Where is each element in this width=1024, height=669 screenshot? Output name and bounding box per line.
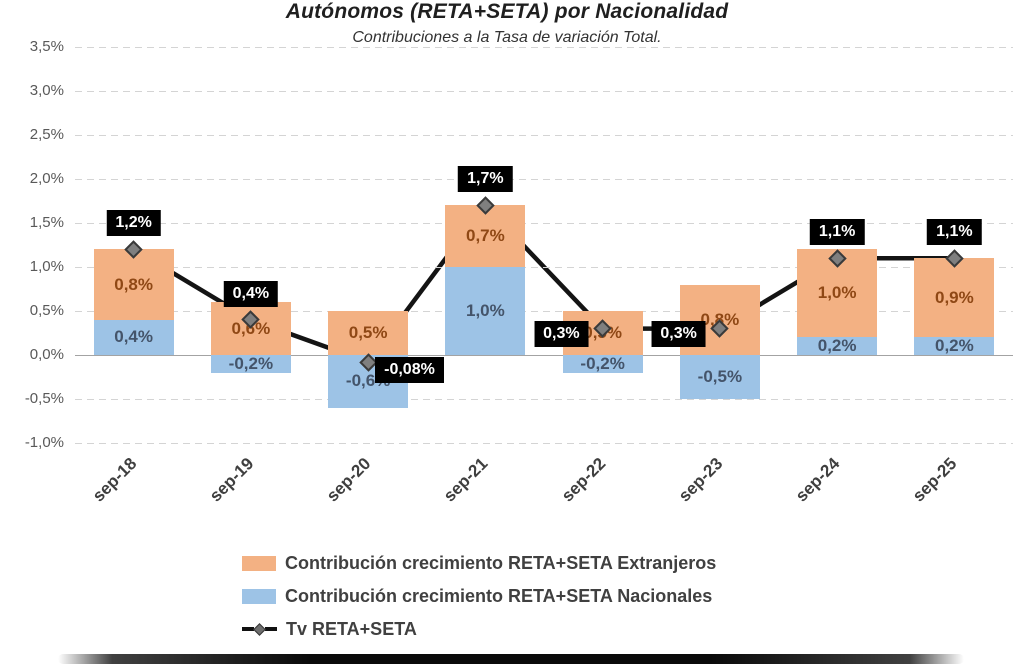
bar-extranjeros-value-label: 1,0% [817,283,857,303]
bar-nacionales-value-label: -0,5% [697,367,743,386]
gridline [75,178,1013,180]
y-tick-label: 3,5% [29,38,64,55]
x-tick-label: sep-23 [674,453,727,506]
tv-value-label: 1,2% [106,210,161,237]
legend-item-tv: Tv RETA+SETA [242,617,716,641]
tv-line-symbol-icon [242,622,280,636]
y-tick-label: 0,0% [29,346,64,363]
bottom-border-bar [58,654,964,664]
bar-nacionales-value-label: -0,2% [580,353,625,373]
gridline [75,222,1013,224]
y-tick-label: 1,5% [29,214,64,231]
tv-value-label: 1,1% [927,219,982,246]
bar-extranjeros-value-label: 0,7% [466,226,505,246]
legend-label-nacionales: Contribución crecimiento RETA+SETA Nacio… [285,585,713,606]
bar-extranjeros-value-label: 0,5% [348,323,388,342]
y-tick-label: 0,5% [29,302,64,319]
legend-label-tv: Tv RETA+SETA [286,618,417,639]
tv-value-label: 1,1% [809,219,865,246]
gridline [75,90,1013,92]
tv-value-label: 1,7% [458,166,513,193]
x-tick-label: sep-19 [205,453,258,506]
tv-value-label: 0,4% [223,280,279,307]
bar-nacionales-value-label: 0,2% [817,336,857,356]
bar-nacionales [210,355,291,373]
bar-nacionales [445,267,526,355]
y-tick-label: -0,5% [24,390,64,407]
tv-value-label: 0,3% [651,320,706,347]
x-tick-label: sep-22 [557,453,609,506]
gridline [75,134,1013,136]
bar-nacionales [93,319,174,355]
bar-nacionales-value-label: 1,0% [466,301,505,320]
chart-title: Autónomos (RETA+SETA) por Nacionalidad [285,0,729,23]
legend-label-extranjeros: Contribución crecimiento RETA+SETA Extra… [285,552,717,573]
bar-nacionales-value-label: 0,4% [114,327,153,347]
bar-nacionales [797,337,878,355]
bar-nacionales-value-label: -0,2% [228,353,274,373]
gridline [75,46,1013,48]
tv-value-label: -0,08% [375,357,444,384]
x-tick-label: sep-24 [791,453,844,506]
bar-extranjeros [445,205,526,267]
bar-extranjeros-value-label: 0,9% [935,287,974,307]
bar-extranjeros [93,249,174,320]
legend-item-nacionales: Contribución crecimiento RETA+SETA Nacio… [242,584,716,608]
gridline [75,398,1013,400]
bar-extranjeros-value-label: 0,8% [665,309,775,331]
y-tick-label: 1,0% [29,258,64,275]
gridline [75,354,1013,356]
legend-item-extranjeros: Contribución crecimiento RETA+SETA Extra… [242,551,716,575]
y-tick-label: 2,5% [29,126,64,143]
bar-extranjeros-value-label: 0,8% [114,274,153,294]
nacionales-swatch [242,588,276,604]
gridline [75,310,1013,312]
legend: Contribución crecimiento RETA+SETA Extra… [242,551,716,650]
tv-value-label: 0,3% [534,320,589,347]
x-tick-label: sep-18 [88,453,140,506]
bar-nacionales [562,355,643,373]
bar-extranjeros [328,311,409,355]
tv-line [131,203,957,365]
gridline [75,266,1013,268]
y-tick-label: -1,0% [24,434,64,451]
bar-nacionales [679,355,760,399]
chart-subtitle: Contribuciones a la Tasa de variación To… [352,29,662,46]
x-tick-label: sep-21 [440,453,492,506]
y-tick-label: 2,0% [29,170,64,187]
x-tick-label: sep-25 [909,453,961,506]
x-tick-label: sep-20 [322,453,375,506]
bar-nacionales [914,337,995,355]
bar-extranjeros [914,258,995,338]
plot-area: 0,4%0,8%-0,2%0,6%-0,6%0,5%1,0%0,7%-0,2%0… [75,46,1013,444]
bar-nacionales-value-label: 0,2% [935,336,974,356]
gridline [75,442,1013,444]
y-tick-label: 3,0% [29,82,64,99]
extranjeros-swatch [242,555,276,571]
